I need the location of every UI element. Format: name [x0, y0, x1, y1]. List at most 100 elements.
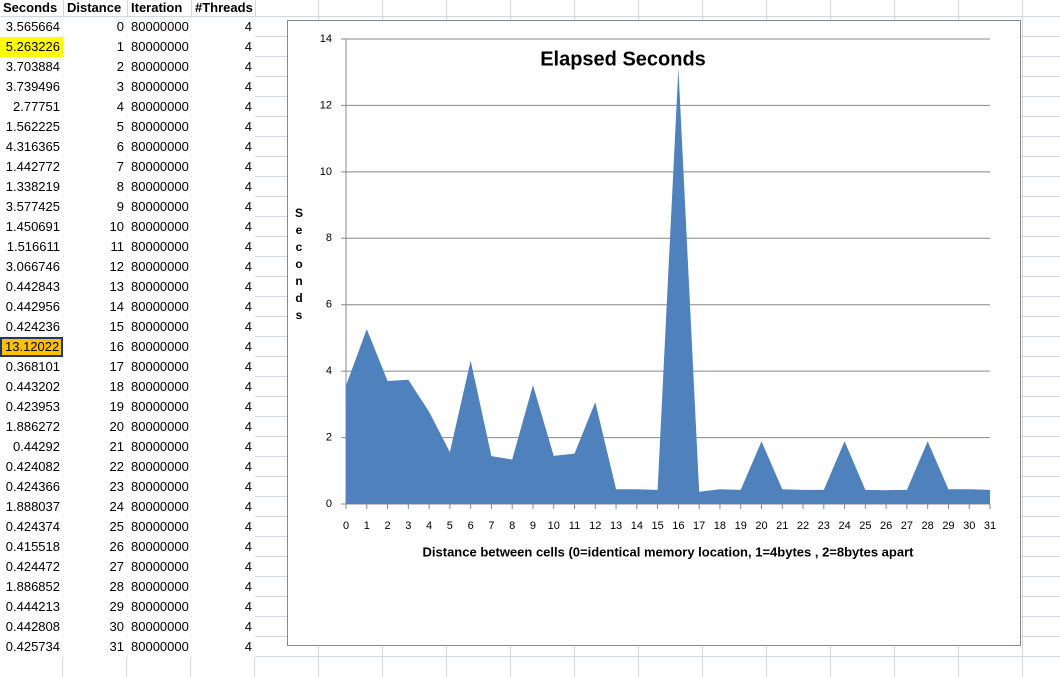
cell: 4: [192, 617, 255, 637]
x-tick-label: 7: [488, 520, 494, 532]
x-tick-label: 29: [942, 520, 954, 532]
cell: 80000000: [128, 297, 191, 317]
x-tick-label: 4: [426, 520, 432, 532]
cell: 1.888037: [0, 497, 63, 517]
x-tick-label: 17: [693, 520, 705, 532]
cell: 4: [192, 177, 255, 197]
x-tick-label: 25: [859, 520, 871, 532]
x-tick-label: 20: [755, 520, 767, 532]
cell: 24: [64, 497, 127, 517]
cell: 13.12022: [0, 337, 63, 357]
cell: 18: [64, 377, 127, 397]
x-tick-label: 0: [343, 520, 349, 532]
x-tick-label: 3: [405, 520, 411, 532]
cell: 25: [64, 517, 127, 537]
cell: 10: [64, 217, 127, 237]
cell: 3.565664: [0, 17, 63, 37]
cell: 8: [64, 177, 127, 197]
y-tick-label: 14: [320, 33, 332, 45]
cell: 2: [64, 57, 127, 77]
area: [346, 68, 990, 505]
cell: 4: [192, 197, 255, 217]
cell: 4: [192, 637, 255, 657]
x-tick-label: 12: [589, 520, 601, 532]
cell: 12: [64, 257, 127, 277]
cell: 80000000: [128, 217, 191, 237]
cell: 80000000: [128, 157, 191, 177]
cell: 23: [64, 477, 127, 497]
y-tick-label: 10: [320, 166, 332, 178]
cell: 80000000: [128, 137, 191, 157]
cell: 4: [192, 557, 255, 577]
cell: 0.424472: [0, 557, 63, 577]
cell: 80000000: [128, 617, 191, 637]
cell: 4: [64, 97, 127, 117]
x-tick-label: 31: [984, 520, 996, 532]
x-tick-label: 19: [735, 520, 747, 532]
cell: 3: [64, 77, 127, 97]
cell: 3.066746: [0, 257, 63, 277]
cell: 80000000: [128, 57, 191, 77]
cell: 4: [192, 377, 255, 397]
cell: 80000000: [128, 197, 191, 217]
cell: 80000000: [128, 437, 191, 457]
y-tick-label: 0: [326, 498, 332, 510]
cell: 80000000: [128, 17, 191, 37]
cell: 0: [64, 17, 127, 37]
cell: 80000000: [128, 277, 191, 297]
cell: 0.425734: [0, 637, 63, 657]
cell: 0.44292: [0, 437, 63, 457]
cell: 1.886852: [0, 577, 63, 597]
cell: 5: [64, 117, 127, 137]
cell: 4: [192, 437, 255, 457]
cell: 4: [192, 17, 255, 37]
cell: 4: [192, 497, 255, 517]
x-tick-label: 15: [651, 520, 663, 532]
cell: 0.368101: [0, 357, 63, 377]
cell: 20: [64, 417, 127, 437]
cell: 80000000: [128, 517, 191, 537]
cell: 4.316365: [0, 137, 63, 157]
column-header: Distance: [64, 0, 128, 17]
cell: 0.424366: [0, 477, 63, 497]
cell: 9: [64, 197, 127, 217]
cell: 4: [192, 117, 255, 137]
cell: 4: [192, 257, 255, 277]
x-tick-label: 2: [384, 520, 390, 532]
cell: 80000000: [128, 637, 191, 657]
x-tick-label: 26: [880, 520, 892, 532]
cell: 80000000: [128, 397, 191, 417]
cell: 17: [64, 357, 127, 377]
x-tick-label: 23: [818, 520, 830, 532]
x-tick-label: 22: [797, 520, 809, 532]
cell: 30: [64, 617, 127, 637]
cell: 15: [64, 317, 127, 337]
cell: 4: [192, 357, 255, 377]
cell: 80000000: [128, 117, 191, 137]
cell: 0.424236: [0, 317, 63, 337]
cell: 31: [64, 637, 127, 657]
cell: 80000000: [128, 237, 191, 257]
chart: Elapsed Seconds Distance between cells (…: [287, 20, 1021, 646]
cell: 80000000: [128, 97, 191, 117]
cell: 80000000: [128, 497, 191, 517]
x-tick-label: 9: [530, 520, 536, 532]
cell: 26: [64, 537, 127, 557]
cell: 7: [64, 157, 127, 177]
cell: 80000000: [128, 357, 191, 377]
cell: 22: [64, 457, 127, 477]
cell: 27: [64, 557, 127, 577]
x-tick-label: 8: [509, 520, 515, 532]
cell: 1.338219: [0, 177, 63, 197]
cell: 4: [192, 277, 255, 297]
x-tick-label: 10: [548, 520, 560, 532]
cell: 4: [192, 517, 255, 537]
cell: 1.562225: [0, 117, 63, 137]
cell: 80000000: [128, 377, 191, 397]
cell: 0.423953: [0, 397, 63, 417]
cell: 80000000: [128, 597, 191, 617]
x-tick-label: 6: [468, 520, 474, 532]
cell: 0.442843: [0, 277, 63, 297]
column-header: Iteration: [128, 0, 192, 17]
